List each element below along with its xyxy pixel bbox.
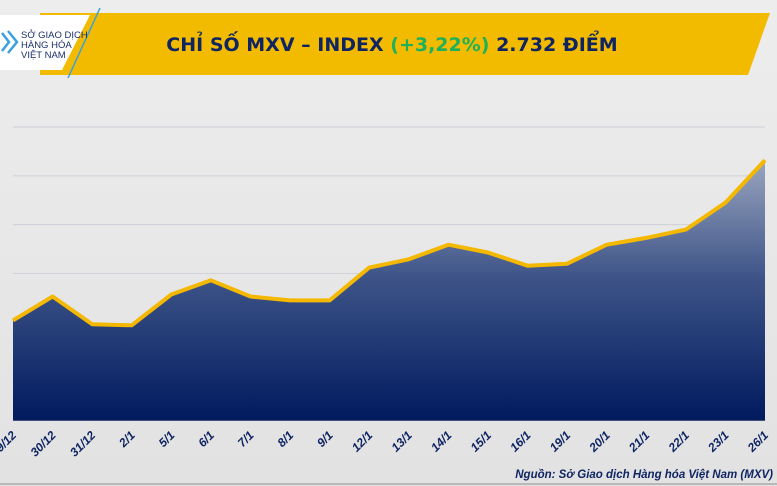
x-tick-label: 30/12: [28, 428, 59, 459]
series-line: [11, 158, 767, 328]
logo-box: [0, 15, 90, 70]
x-tick-label: 9/1: [314, 428, 336, 450]
x-axis-ticks: 29/12 30/12 31/12 2/1 5/1 6/1 7/1 8/1 9/1 12/1 13/…: [0, 428, 771, 460]
x-tick-label: 5/1: [156, 428, 178, 450]
logo-accent-line: [67, 7, 101, 79]
x-tick-label: 31/12: [67, 428, 98, 459]
x-tick-label: 8/1: [274, 428, 296, 450]
x-tick-label: 21/1: [625, 428, 652, 455]
plot-area: [11, 158, 767, 421]
x-tick-label: 14/1: [428, 428, 455, 455]
x-tick-label: 7/1: [235, 428, 257, 450]
x-tick-label: 22/1: [665, 428, 692, 455]
title-main: CHỈ SỐ MXV – INDEX: [166, 30, 390, 56]
chart-title: CHỈ SỐ MXV – INDEX (+3,22%) 2.732 ĐIỂM: [166, 30, 617, 56]
x-tick-label: 13/1: [388, 428, 415, 455]
x-tick-label: 15/1: [468, 428, 495, 455]
x-tick-label: 19/1: [547, 428, 574, 455]
x-tick-label: 6/1: [195, 428, 217, 450]
title-value: 2.732 ĐIỂM: [489, 30, 617, 56]
area-fill: [13, 160, 765, 420]
logo-line-1: SỞ GIAO DỊCH: [21, 29, 88, 41]
logo-icon: [1, 30, 19, 54]
logo-line-3: VIỆT NAM: [21, 50, 66, 61]
x-tick-label: 29/12: [0, 428, 19, 460]
x-tick-label: 20/1: [586, 428, 613, 455]
title-change: (+3,22%): [390, 34, 489, 56]
x-tick-label: 16/1: [507, 428, 534, 455]
header-band: [40, 13, 770, 75]
x-tick-label: 2/1: [115, 428, 138, 451]
source-note: Nguồn: Sở Giao dịch Hàng hóa Việt Nam (M…: [515, 469, 773, 481]
x-tick-label: 12/1: [349, 428, 376, 455]
x-tick-label: 23/1: [704, 428, 731, 455]
logo-line-2: HÀNG HÓA: [21, 40, 72, 51]
x-tick-label: 26/1: [744, 428, 771, 455]
